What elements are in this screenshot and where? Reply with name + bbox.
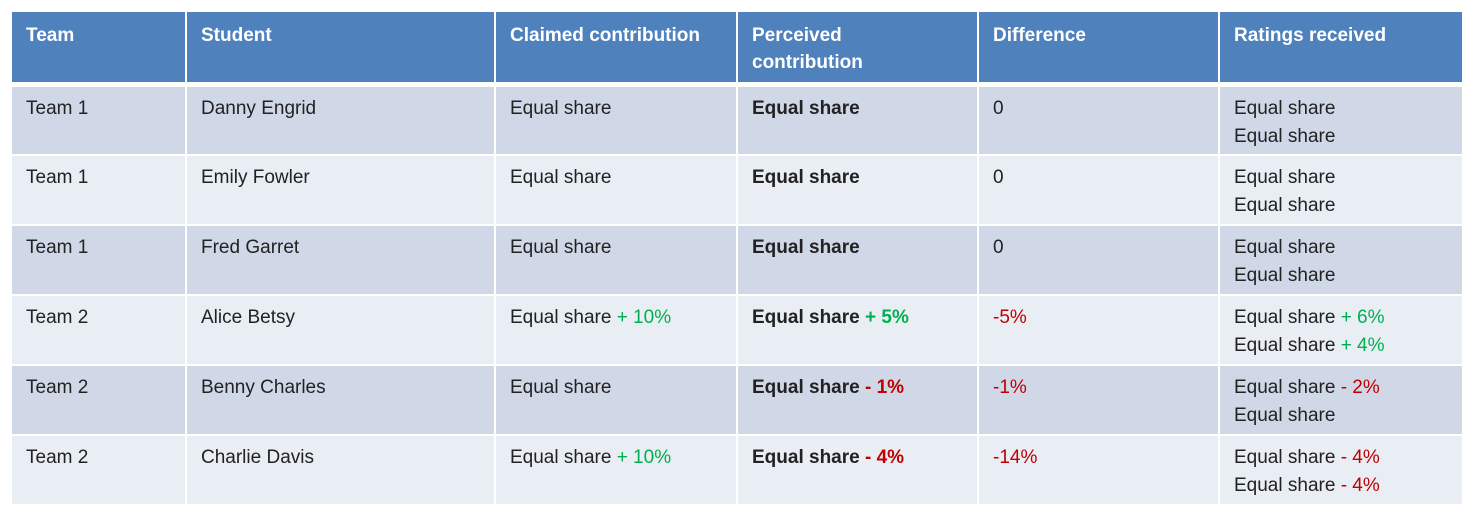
difference-cell: 0 (978, 84, 1220, 156)
table-row: Team 2 Charlie Davis Equal share + 10% Equa… (12, 434, 1462, 506)
rating-line: Equal share - 4% (1234, 472, 1448, 500)
perceived-contribution-cell-delta: - 4% (865, 446, 905, 468)
rating-base: Equal share (1234, 376, 1336, 398)
claimed-contribution-cell: Equal share (495, 84, 738, 156)
claimed-contribution-cell: Equal share (495, 154, 738, 226)
rating-line: Equal share (1234, 402, 1448, 430)
rating-base: Equal share (1234, 166, 1336, 188)
difference-cell: -1% (978, 364, 1220, 436)
rating-line: Equal share (1234, 234, 1448, 262)
rating-line: Equal share (1234, 123, 1448, 151)
perceived-contribution-cell-base: Equal share (752, 446, 860, 468)
header-ratings-received: Ratings received (1219, 12, 1462, 87)
difference-cell: 0 (978, 154, 1220, 226)
rating-line: Equal share + 6% (1234, 304, 1448, 332)
header-claimed-contribution: Claimed contribution (495, 12, 738, 87)
rating-line: Equal share (1234, 164, 1448, 192)
rating-base: Equal share (1234, 126, 1336, 147)
student-cell: Alice Betsy (186, 294, 496, 366)
header-row: Team Student Claimed contribution Percei… (12, 12, 1462, 87)
rating-base: Equal share (1234, 306, 1336, 328)
student-cell: Emily Fowler (186, 154, 496, 226)
claimed-contribution-cell-delta: + 10% (616, 446, 672, 468)
table-row: Team 2 Alice Betsy Equal share + 10% Equal … (12, 294, 1462, 366)
claimed-contribution-cell-base: Equal share (510, 446, 612, 468)
ratings-received-cell: Equal share - 2% Equal share (1219, 364, 1462, 436)
rating-base: Equal share (1234, 236, 1336, 258)
perceived-contribution-cell: Equal share (737, 154, 979, 226)
rating-delta: - 4% (1340, 474, 1380, 496)
perceived-contribution-cell-delta: + 5% (865, 306, 909, 328)
table-row: Team 2 Benny Charles Equal share Equal shar… (12, 364, 1462, 436)
rating-line: Equal share (1234, 192, 1448, 220)
rating-base: Equal share (1234, 334, 1336, 356)
student-cell: Benny Charles (186, 364, 496, 436)
team-cell: Team 1 (12, 154, 187, 226)
claimed-contribution-cell: Equal share + 10% (495, 294, 738, 366)
claimed-contribution-cell: Equal share + 10% (495, 434, 738, 506)
rating-line: Equal share (1234, 262, 1448, 290)
ratings-received-cell: Equal share + 6% Equal share + 4% (1219, 294, 1462, 366)
rating-delta: - 2% (1340, 376, 1380, 398)
table-row: Team 1 Emily Fowler Equal share Equal share… (12, 154, 1462, 226)
student-cell: Danny Engrid (186, 84, 496, 156)
contribution-table: Team Student Claimed contribution Percei… (12, 12, 1462, 506)
claimed-contribution-cell-base: Equal share (510, 376, 612, 398)
difference-cell: 0 (978, 224, 1220, 296)
perceived-contribution-cell-base: Equal share (752, 376, 860, 398)
rating-base: Equal share (1234, 98, 1336, 119)
claimed-contribution-cell: Equal share (495, 224, 738, 296)
rating-line: Equal share - 2% (1234, 374, 1448, 402)
ratings-received-cell: Equal share Equal share (1219, 154, 1462, 226)
header-perceived-contribution: Perceived contribution (737, 12, 979, 87)
claimed-contribution-cell-base: Equal share (510, 98, 612, 119)
rating-delta: + 6% (1340, 306, 1385, 328)
team-cell: Team 2 (12, 434, 187, 506)
ratings-received-cell: Equal share - 4% Equal share - 4% (1219, 434, 1462, 506)
claimed-contribution-cell-base: Equal share (510, 236, 612, 258)
header-difference: Difference (978, 12, 1220, 87)
team-cell: Team 1 (12, 224, 187, 296)
team-cell: Team 2 (12, 364, 187, 436)
difference-cell: -14% (978, 434, 1220, 506)
rating-delta: - 4% (1340, 446, 1380, 468)
rating-delta: + 4% (1340, 334, 1385, 356)
rating-line: Equal share (1234, 95, 1448, 123)
rating-line: Equal share + 4% (1234, 332, 1448, 360)
rating-base: Equal share (1234, 474, 1336, 496)
ratings-received-cell: Equal share Equal share (1219, 224, 1462, 296)
table-row: Team 1 Danny Engrid Equal share Equal share… (12, 84, 1462, 156)
team-cell: Team 2 (12, 294, 187, 366)
perceived-contribution-cell: Equal share - 4% (737, 434, 979, 506)
student-cell: Fred Garret (186, 224, 496, 296)
perceived-contribution-cell: Equal share + 5% (737, 294, 979, 366)
claimed-contribution-cell-base: Equal share (510, 306, 612, 328)
perceived-contribution-cell: Equal share - 1% (737, 364, 979, 436)
perceived-contribution-cell-base: Equal share (752, 306, 860, 328)
perceived-contribution-cell-base: Equal share (752, 236, 860, 258)
rating-base: Equal share (1234, 264, 1336, 286)
rating-line: Equal share - 4% (1234, 444, 1448, 472)
rating-base: Equal share (1234, 194, 1336, 216)
claimed-contribution-cell: Equal share (495, 364, 738, 436)
perceived-contribution-cell: Equal share (737, 84, 979, 156)
perceived-contribution-cell-base: Equal share (752, 98, 860, 119)
header-student: Student (186, 12, 496, 87)
team-cell: Team 1 (12, 84, 187, 156)
claimed-contribution-cell-base: Equal share (510, 166, 612, 188)
difference-cell: -5% (978, 294, 1220, 366)
perceived-contribution-cell: Equal share (737, 224, 979, 296)
rating-base: Equal share (1234, 404, 1336, 426)
table-row: Team 1 Fred Garret Equal share Equal share 0… (12, 224, 1462, 296)
rating-base: Equal share (1234, 446, 1336, 468)
student-cell: Charlie Davis (186, 434, 496, 506)
perceived-contribution-cell-base: Equal share (752, 166, 860, 188)
ratings-received-cell: Equal share Equal share (1219, 84, 1462, 156)
header-team: Team (12, 12, 187, 87)
perceived-contribution-cell-delta: - 1% (865, 376, 905, 398)
claimed-contribution-cell-delta: + 10% (616, 306, 672, 328)
